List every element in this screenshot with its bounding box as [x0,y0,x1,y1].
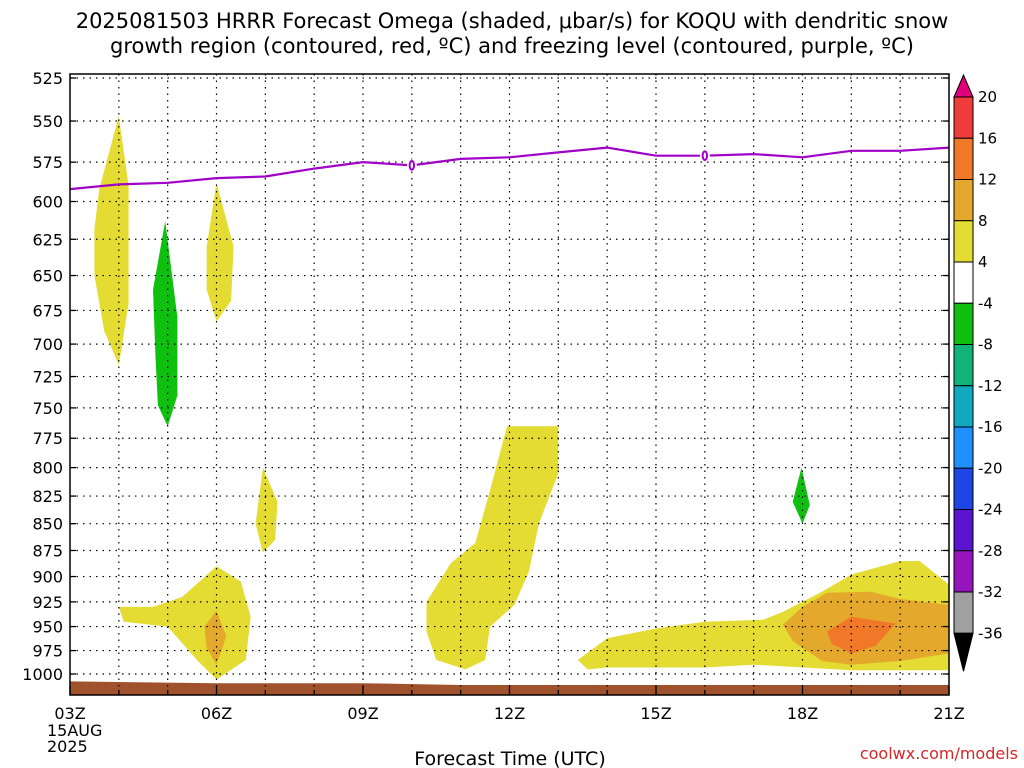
colorbar-label-7: -12 [978,377,1003,395]
colorbar-label-5: -4 [978,294,993,312]
colorbar-label-6: -8 [978,336,993,354]
x-tick-label-15Z: 15Z [640,704,671,723]
colorbar-seg-13 [953,591,974,634]
colorbar-bottom-arrow [953,632,974,672]
freezing-level [70,146,949,191]
colorbar-label-4: 4 [978,253,988,271]
freezing-level-label-1 [701,150,709,161]
omega-region-3 [255,467,278,553]
x-date-label-1: 2025 [47,737,88,756]
omega-region-7 [204,610,227,665]
y-tick-label-700: 700 [32,335,63,354]
freezing-level-label-0 [408,160,416,171]
y-tick-label-875: 875 [32,541,63,560]
x-tick-label-03Z: 03Z [54,704,85,723]
x-tick-label-06Z: 06Z [201,704,232,723]
colorbar-label-1: 16 [978,129,997,147]
omega-region-2 [153,221,178,427]
colorbar-label-9: -20 [978,459,1003,477]
chart-title-line-2: growth region (contoured, red, ºC) and f… [110,34,914,58]
x-tick-label-12Z: 12Z [494,704,525,723]
y-tick-label-650: 650 [32,267,63,286]
y-tick-label-775: 775 [32,429,63,448]
omega-region-10 [826,616,896,654]
x-tick-label-18Z: 18Z [787,704,818,723]
colorbar-label-11: -28 [978,542,1003,560]
omega-region-1 [206,182,234,322]
colorbar-seg-10 [953,467,974,510]
colorbar-seg-11 [953,509,974,552]
x-tick-label-21Z: 21Z [933,704,964,723]
colorbar-seg-5 [953,261,974,304]
x-tick-label-09Z: 09Z [347,704,378,723]
colorbar-label-2: 12 [978,171,997,189]
omega-region-4 [792,467,810,524]
y-tick-label-975: 975 [32,642,63,661]
colorbar-seg-9 [953,426,974,469]
omega-shading [94,116,949,680]
y-tick-label-575: 575 [32,153,63,172]
y-tick-label-925: 925 [32,593,63,612]
colorbar-seg-7 [953,344,974,387]
y-tick-label-750: 750 [32,399,63,418]
colorbar-seg-8 [953,385,974,428]
y-tick-label-625: 625 [32,230,63,249]
colorbar-seg-1 [953,96,974,139]
colorbar-seg-2 [953,137,974,180]
colorbar-label-0: 20 [978,88,997,106]
colorbar-label-8: -16 [978,418,1003,436]
x-date-label-0: 15AUG [47,721,102,740]
omega-region-5 [426,426,559,670]
colorbar-top-arrow [953,73,974,98]
y-tick-label-850: 850 [32,515,63,534]
y-tick-label-950: 950 [32,618,63,637]
y-tick-label-600: 600 [32,193,63,212]
y-tick-label-725: 725 [32,368,63,387]
freezing-level-line [70,146,949,191]
x-axis-label: Forecast Time (UTC) [414,748,605,768]
y-tick-label-550: 550 [32,112,63,131]
colorbar-seg-6 [953,302,974,345]
colorbar-seg-12 [953,550,974,593]
colorbar-label-3: 8 [978,212,988,230]
colorbar-label-10: -24 [978,501,1003,519]
y-tick-label-900: 900 [32,568,63,587]
colorbar-label-12: -32 [978,583,1003,601]
colorbar: 20 16 12 8 4 -4 -8 -12 -16 -20 -24 -28 -32 -36 [953,73,1003,672]
colorbar-label-13: -36 [978,624,1003,642]
y-tick-label-525: 525 [32,69,63,88]
credit-text: coolwx.com/models [860,744,1018,763]
y-tick-label-825: 825 [32,487,63,506]
y-tick-label-1000: 1000 [22,665,63,684]
y-tick-label-675: 675 [32,301,63,320]
colorbar-seg-3 [953,179,974,222]
chart-title-line-1: 2025081503 HRRR Forecast Omega (shaded, … [75,9,949,33]
omega-region-0 [94,116,129,365]
y-tick-label-800: 800 [32,459,63,478]
colorbar-seg-4 [953,220,974,263]
y-axis: 525 550 575 600 625 650 675 700 725 750 775 800 825 8… [22,69,949,684]
